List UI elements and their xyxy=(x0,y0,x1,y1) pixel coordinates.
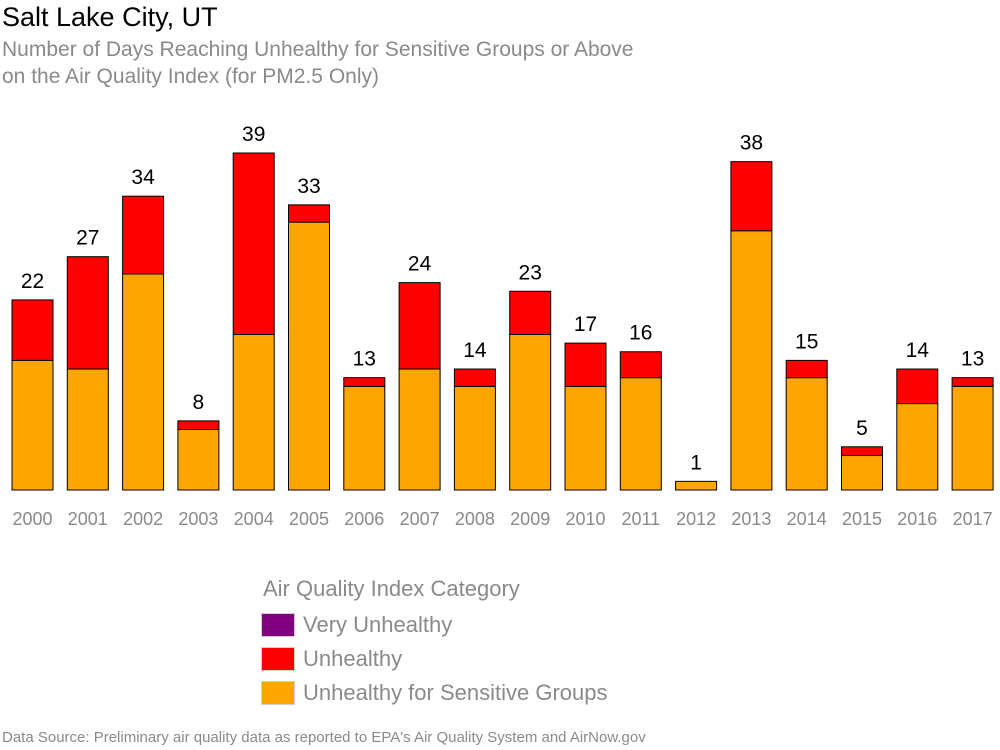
x-tick-label-2009: 2009 xyxy=(510,509,550,529)
bar-segment-2013-unhealthy xyxy=(730,161,773,232)
legend-label-unhealthy: Unhealthy xyxy=(303,646,403,671)
bar-segment-2000-unhealthy xyxy=(11,299,54,361)
legend-label-usg: Unhealthy for Sensitive Groups xyxy=(303,680,608,705)
x-tick-label-2011: 2011 xyxy=(621,509,660,529)
total-label-2007: 24 xyxy=(408,253,432,276)
total-label-2010: 17 xyxy=(574,313,597,336)
bar-segment-2003-unhealthy-for-sensitive-groups xyxy=(177,429,220,491)
legend-label-very-unhealthy: Very Unhealthy xyxy=(303,612,453,637)
bar-chart-plot: 22 2000 27 2001 34 2002 8 2003 39 2004 33 2005 13 200… xyxy=(11,123,994,529)
chart-subtitle: Number of Days Reaching Unhealthy for Se… xyxy=(2,36,634,90)
bar-segment-2016-unhealthy-for-sensitive-groups xyxy=(896,403,939,491)
bar-segment-2014-unhealthy xyxy=(785,359,828,379)
x-tick-label-2014: 2014 xyxy=(787,509,827,529)
total-label-2008: 14 xyxy=(463,339,487,362)
total-label-2012: 1 xyxy=(690,451,702,474)
bar-segment-2001-unhealthy-for-sensitive-groups xyxy=(66,368,109,491)
x-tick-label-2002: 2002 xyxy=(123,509,163,529)
bar-segment-2005-unhealthy-for-sensitive-groups xyxy=(288,221,330,491)
x-tick-label-2003: 2003 xyxy=(178,509,218,529)
legend-title: Air Quality Index Category xyxy=(263,576,520,601)
x-tick-label-2010: 2010 xyxy=(565,509,605,529)
total-label-2000: 22 xyxy=(21,270,44,293)
bar-segment-2002-unhealthy xyxy=(122,195,165,275)
bar-segment-2004-unhealthy xyxy=(232,152,275,335)
x-tick-label-2008: 2008 xyxy=(455,509,495,529)
bar-segment-2017-unhealthy xyxy=(951,377,994,387)
subtitle-line-2: on the Air Quality Index (for PM2.5 Only… xyxy=(2,65,379,88)
total-label-2004: 39 xyxy=(242,123,265,146)
bar-segment-2001-unhealthy xyxy=(66,256,109,370)
bar-segment-2006-unhealthy-for-sensitive-groups xyxy=(343,385,386,491)
total-label-2006: 13 xyxy=(353,348,376,371)
bar-segment-2000-unhealthy-for-sensitive-groups xyxy=(11,359,54,491)
bar-segment-2009-unhealthy-for-sensitive-groups xyxy=(509,333,552,491)
total-label-2005: 33 xyxy=(297,175,320,198)
legend-swatch-usg xyxy=(261,681,295,705)
total-label-2011: 16 xyxy=(629,322,652,345)
x-tick-label-2000: 2000 xyxy=(12,509,52,529)
bar-segment-2008-unhealthy xyxy=(453,368,496,387)
total-label-2001: 27 xyxy=(76,227,99,250)
bar-segment-2014-unhealthy-for-sensitive-groups xyxy=(785,377,828,491)
bar-segment-2013-unhealthy-for-sensitive-groups xyxy=(730,230,773,491)
bar-segment-2015-unhealthy-for-sensitive-groups xyxy=(841,454,883,491)
bar-segment-2012-unhealthy-for-sensitive-groups xyxy=(675,480,718,491)
total-label-2009: 23 xyxy=(519,261,542,284)
total-label-2003: 8 xyxy=(193,391,205,414)
subtitle-line-1: Number of Days Reaching Unhealthy for Se… xyxy=(2,38,634,61)
bar-segment-2010-unhealthy xyxy=(564,342,607,387)
bar-segment-2007-unhealthy-for-sensitive-groups xyxy=(398,368,441,491)
bar-segment-2007-unhealthy xyxy=(398,282,441,370)
bar-segment-2017-unhealthy-for-sensitive-groups xyxy=(951,385,994,491)
bar-segment-2005-unhealthy xyxy=(288,204,330,223)
bar-segment-2010-unhealthy-for-sensitive-groups xyxy=(564,385,607,491)
x-tick-label-2005: 2005 xyxy=(289,509,329,529)
bar-segment-2011-unhealthy xyxy=(619,351,662,379)
total-label-2002: 34 xyxy=(131,166,155,189)
total-label-2016: 14 xyxy=(906,339,930,362)
x-tick-label-2013: 2013 xyxy=(731,509,771,529)
bar-segment-2015-unhealthy xyxy=(841,446,883,456)
data-source-note: Data Source: Preliminary air quality dat… xyxy=(2,729,646,746)
legend-swatch-unhealthy xyxy=(261,647,295,671)
bar-segment-2004-unhealthy-for-sensitive-groups xyxy=(232,333,275,491)
x-tick-label-2006: 2006 xyxy=(344,509,384,529)
x-tick-label-2007: 2007 xyxy=(400,509,440,529)
x-tick-label-2016: 2016 xyxy=(897,509,937,529)
total-label-2017: 13 xyxy=(961,348,984,371)
x-tick-label-2015: 2015 xyxy=(842,509,882,529)
total-label-2013: 38 xyxy=(740,132,763,155)
x-tick-label-2017: 2017 xyxy=(953,509,993,529)
x-tick-label-2004: 2004 xyxy=(234,509,274,529)
bar-segment-2016-unhealthy xyxy=(896,368,939,405)
x-tick-label-2001: 2001 xyxy=(68,509,108,529)
bar-segment-2002-unhealthy-for-sensitive-groups xyxy=(122,273,165,491)
bar-segment-2008-unhealthy-for-sensitive-groups xyxy=(453,385,496,491)
chart-title: Salt Lake City, UT xyxy=(2,2,218,32)
legend-swatch-very-unhealthy xyxy=(261,613,295,637)
bar-segment-2011-unhealthy-for-sensitive-groups xyxy=(619,377,662,491)
total-label-2015: 5 xyxy=(856,417,868,440)
total-label-2014: 15 xyxy=(795,330,818,353)
x-tick-label-2012: 2012 xyxy=(676,509,716,529)
bar-segment-2009-unhealthy xyxy=(509,290,552,335)
bar-segment-2003-unhealthy xyxy=(177,420,220,431)
bar-segment-2006-unhealthy xyxy=(343,377,386,387)
